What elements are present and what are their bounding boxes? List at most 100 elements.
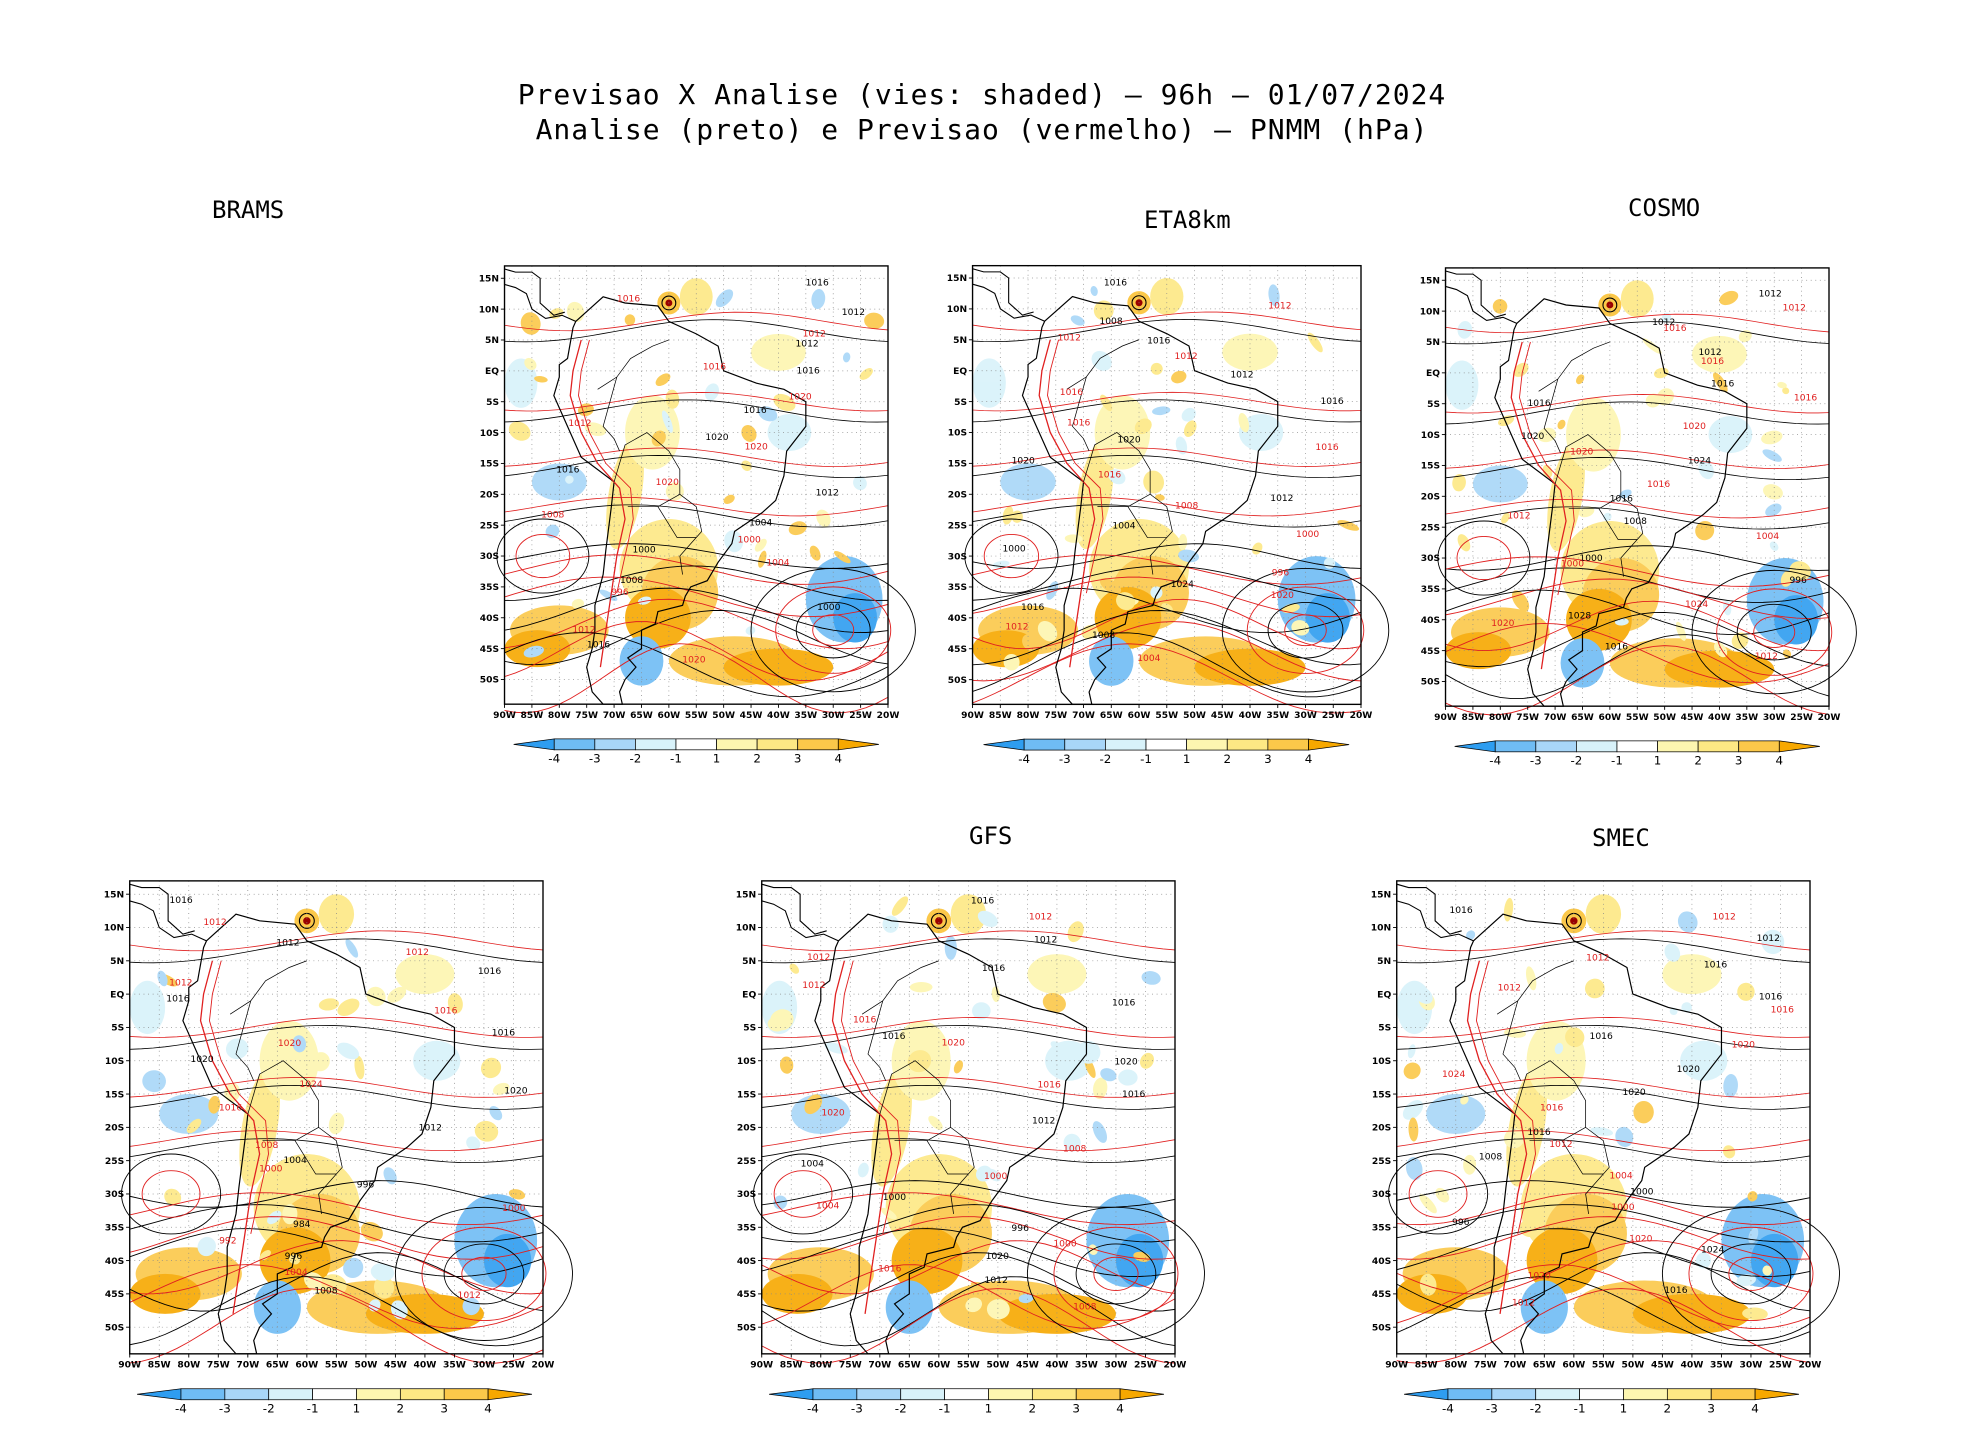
colorbar-cell [1064, 738, 1106, 751]
lat-tick-label: 10S [1372, 1056, 1391, 1067]
lon-tick-label: 65W [266, 1360, 289, 1371]
isobar-label: 1004 [284, 1267, 308, 1278]
isobar-label: 1008 [620, 576, 643, 586]
isobars [1437, 313, 1857, 716]
isobar-label: 1012 [802, 980, 825, 991]
isobar-label: 1020 [745, 442, 768, 452]
isobar-label: 1016 [1605, 642, 1628, 652]
colorbar-cell [856, 1388, 902, 1401]
isobar-label: 1000 [502, 1203, 526, 1214]
isobar-label: 1016 [492, 1027, 516, 1038]
lon-tick-label: 35W [443, 1360, 466, 1371]
lon-tick-label: 70W [1503, 1360, 1526, 1371]
isobar-label: 1008 [1092, 631, 1115, 641]
lat-tick-label: 5N [110, 956, 124, 967]
lat-tick-label: 5S [743, 1023, 756, 1034]
lat-tick-label: 20S [480, 490, 499, 500]
isobar-label: 1020 [1622, 1087, 1646, 1098]
lat-tick-label: 35S [948, 583, 967, 593]
lat-tick-label: EQ [953, 367, 967, 377]
isobar-label: 1012 [419, 1123, 442, 1134]
lon-tick-label: 55W [1626, 713, 1649, 723]
isobar-label: 1000 [1296, 530, 1319, 540]
colorbar-label: -2 [1570, 754, 1582, 768]
isobar-label: 996 [285, 1251, 303, 1262]
isobar-label: 1012 [842, 308, 865, 318]
lon-tick-label: 45W [1681, 713, 1704, 723]
lon-tick-label: 60W [1128, 711, 1151, 721]
lon-tick-label: 35W [794, 711, 817, 721]
lat-tick-label: 10N [736, 923, 756, 934]
isobar-label: 1016 [1037, 1079, 1061, 1090]
isobar-label: 1012 [1699, 348, 1722, 358]
lat-tick-label: 40S [1372, 1256, 1391, 1267]
lat-tick-label: 20S [105, 1123, 124, 1134]
lat-tick-label: 20S [948, 490, 967, 500]
title-line-2: Analise (preto) e Previsao (vermelho) — … [535, 113, 1429, 146]
colorbar-cell [268, 1388, 313, 1401]
lat-tick-label: 15N [947, 274, 967, 284]
colorbar-cell [180, 1388, 226, 1401]
lat-tick-label: 45S [480, 645, 499, 655]
isobar-label: 1016 [1794, 394, 1817, 404]
lon-tick-label: 90W [1434, 713, 1457, 723]
isobar-label: 1020 [278, 1038, 302, 1049]
lat-tick-label: 30S [480, 552, 499, 562]
isobar-label: 1016 [1315, 443, 1338, 453]
isobar-label: 1020 [1732, 1039, 1756, 1050]
colorbar-cell [443, 1388, 489, 1401]
colorbar-label: -2 [263, 1402, 275, 1416]
coastline [503, 268, 807, 705]
isobar-label: 1012 [803, 329, 826, 339]
isobar-labels: 1016101210121012101610121016101610161020… [1442, 905, 1794, 1309]
lat-tick-label: 15S [948, 460, 967, 470]
colorbar-cell [1754, 1388, 1800, 1401]
lon-tick-label: 75W [207, 1360, 230, 1371]
colorbar-cell [1616, 740, 1658, 753]
lat-tick-label: 10N [479, 305, 499, 315]
isobar-label: 1020 [1528, 1270, 1552, 1281]
isobar-label: 1016 [1147, 337, 1170, 347]
isobar-label: 1016 [1449, 905, 1473, 916]
isobar-label: 1012 [1058, 334, 1081, 344]
isobar-label: 1016 [1067, 418, 1090, 428]
isobar-label: 1016 [1321, 397, 1344, 407]
lon-tick-label: 50W [1653, 713, 1676, 723]
isobar-labels: 1012101210121016101210161016101610161020… [1491, 290, 1817, 663]
lon-tick-label: 40W [1045, 1360, 1068, 1371]
isobar-label: 1016 [1527, 1127, 1551, 1138]
isobar-label: 996 [1011, 1223, 1029, 1234]
lat-tick-label: EQ [1426, 369, 1440, 379]
colorbar-cell [1710, 1388, 1756, 1401]
lat-tick-label: 10N [104, 923, 124, 934]
colorbar-cell [487, 1388, 533, 1401]
colorbar-label: -4 [1442, 1402, 1454, 1416]
isobar-label: 1016 [1701, 357, 1724, 367]
isobar-label: 1000 [1002, 545, 1025, 555]
colorbar-label: -3 [1059, 752, 1071, 766]
lon-tick-label: 55W [1592, 1360, 1615, 1371]
lon-tick-label: 70W [603, 711, 626, 721]
isobar-label: 996 [1272, 569, 1290, 579]
isobar-label: 1008 [1099, 317, 1122, 327]
isobar-label: 1012 [816, 488, 839, 498]
isobar-label: 1008 [1479, 1152, 1503, 1163]
isobar-label: 1012 [1759, 290, 1782, 300]
isobars [121, 930, 573, 1364]
lat-tick-label: 50S [1372, 1322, 1391, 1333]
colorbar-cell [812, 1388, 858, 1401]
map-area: 1012101210121016101210161016101610161020… [1437, 267, 1857, 716]
lon-tick-label: 40W [1708, 713, 1731, 723]
lat-tick-label: 5S [1427, 400, 1440, 410]
lon-tick-label: 20W [1799, 1360, 1822, 1371]
colorbar-cell [1404, 1388, 1449, 1401]
colorbar-cell [1535, 1388, 1580, 1401]
isobar-label: 1016 [853, 1014, 877, 1025]
map-area: 1016 1012 1008 1012 1016 1012 1012 1016 1016 1016… [964, 265, 1390, 714]
lon-tick-label: 55W [685, 711, 708, 721]
axes: 15N 10N 5N EQ 5S 10S 15S 20S 25S 30S 35S 40S 45S 50S 9… [736, 889, 1187, 1370]
lat-tick-label: 15N [1420, 276, 1440, 286]
isobar-label: 1016 [1704, 960, 1728, 971]
lat-tick-label: 20S [1421, 492, 1440, 502]
lon-tick-label: 85W [780, 1360, 803, 1371]
